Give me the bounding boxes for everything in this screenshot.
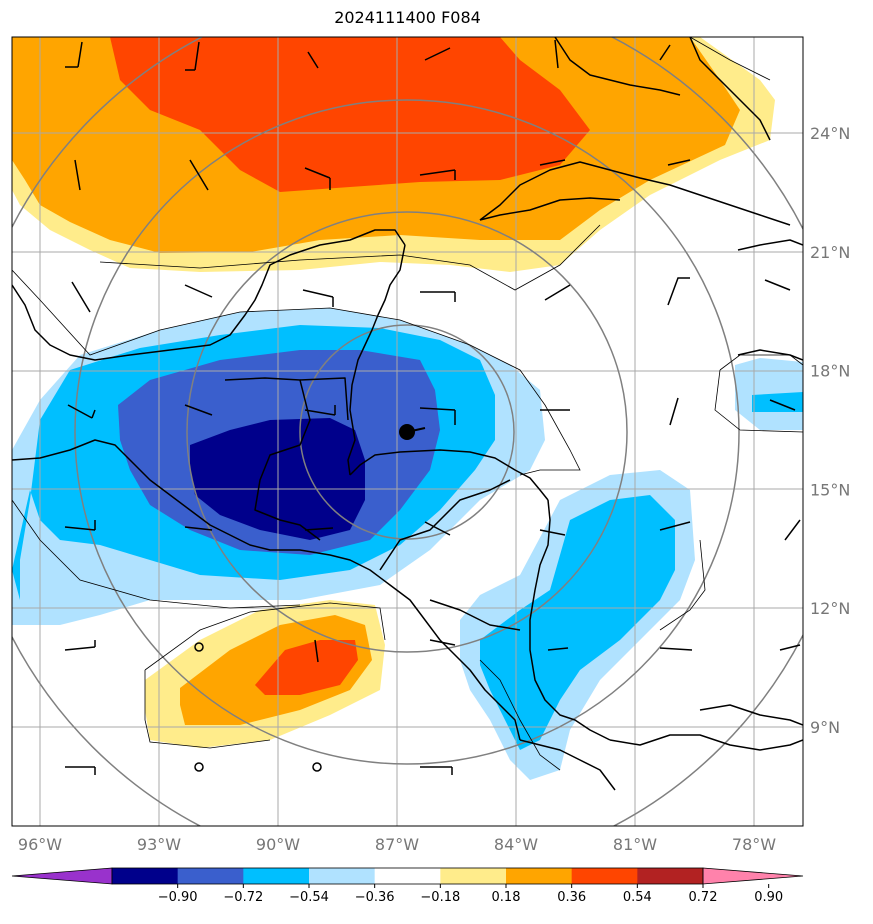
latitude-label: 12°N	[810, 599, 850, 618]
latitude-label: 21°N	[810, 243, 850, 262]
map-frame	[11, 36, 804, 827]
colorbar-segment	[637, 868, 704, 884]
colorbar-segment	[177, 868, 244, 884]
negative-anomaly-east	[735, 358, 803, 430]
colorbar-segment	[440, 868, 507, 884]
range-rings	[12, 37, 803, 826]
positive-anomaly-north	[12, 37, 775, 272]
latitude-label: 18°N	[810, 362, 850, 381]
colorbar: −0.90 −0.72 −0.54 −0.36 −0.18 0.18 0.36 0.54 0.7…	[11, 867, 804, 905]
colorbar-tick-label: 0.18	[492, 890, 521, 905]
colorbar-segment	[309, 868, 376, 884]
latitude-label: 9°N	[810, 718, 840, 737]
colorbar-segment	[506, 868, 573, 884]
colorbar-extend-high	[702, 867, 804, 885]
graticule	[12, 37, 803, 826]
colorbar-tick-label: 0.90	[754, 890, 783, 905]
longitude-label: 90°W	[256, 835, 300, 854]
storm-center-marker	[399, 424, 426, 440]
longitude-labels: 96°W 93°W 90°W 87°W 84°W 81°W 78°W	[18, 835, 776, 854]
colorbar-segment	[243, 868, 310, 884]
colorbar-tick-label: −0.36	[355, 890, 395, 905]
longitude-label: 84°W	[494, 835, 538, 854]
coastlines	[12, 37, 803, 791]
longitude-label: 87°W	[375, 835, 419, 854]
colorbar-segment	[112, 868, 179, 884]
colorbar-tick-label: −0.90	[158, 890, 198, 905]
colorbar-tick-label: 0.54	[623, 890, 652, 905]
latitude-label: 15°N	[810, 480, 850, 499]
longitude-label: 96°W	[18, 835, 62, 854]
colorbar-segment	[571, 868, 638, 884]
negative-anomaly-caribbean	[460, 470, 695, 780]
colorbar-tick-label: −0.54	[289, 890, 329, 905]
colorbar-tick-label: 0.36	[557, 890, 586, 905]
latitude-labels: 24°N 21°N 18°N 15°N 12°N 9°N	[810, 124, 850, 737]
map-area	[12, 37, 803, 826]
map-title: 2024111400 F084	[334, 8, 481, 27]
colorbar-tick-label: −0.18	[420, 890, 460, 905]
calm-markers	[194, 642, 322, 772]
longitude-label: 93°W	[137, 835, 181, 854]
colorbar-tick-label: −0.72	[223, 890, 263, 905]
longitude-label: 78°W	[732, 835, 776, 854]
thin-contours	[12, 37, 803, 771]
colorbar-segment	[374, 868, 441, 884]
positive-anomaly-southwest	[145, 600, 385, 748]
colorbar-tick-label: 0.72	[689, 890, 718, 905]
latitude-label: 24°N	[810, 124, 850, 143]
colorbar-extend-low	[11, 867, 113, 885]
wind-barbs	[64, 39, 801, 775]
longitude-label: 81°W	[613, 835, 657, 854]
colorbar-outline	[111, 867, 704, 885]
